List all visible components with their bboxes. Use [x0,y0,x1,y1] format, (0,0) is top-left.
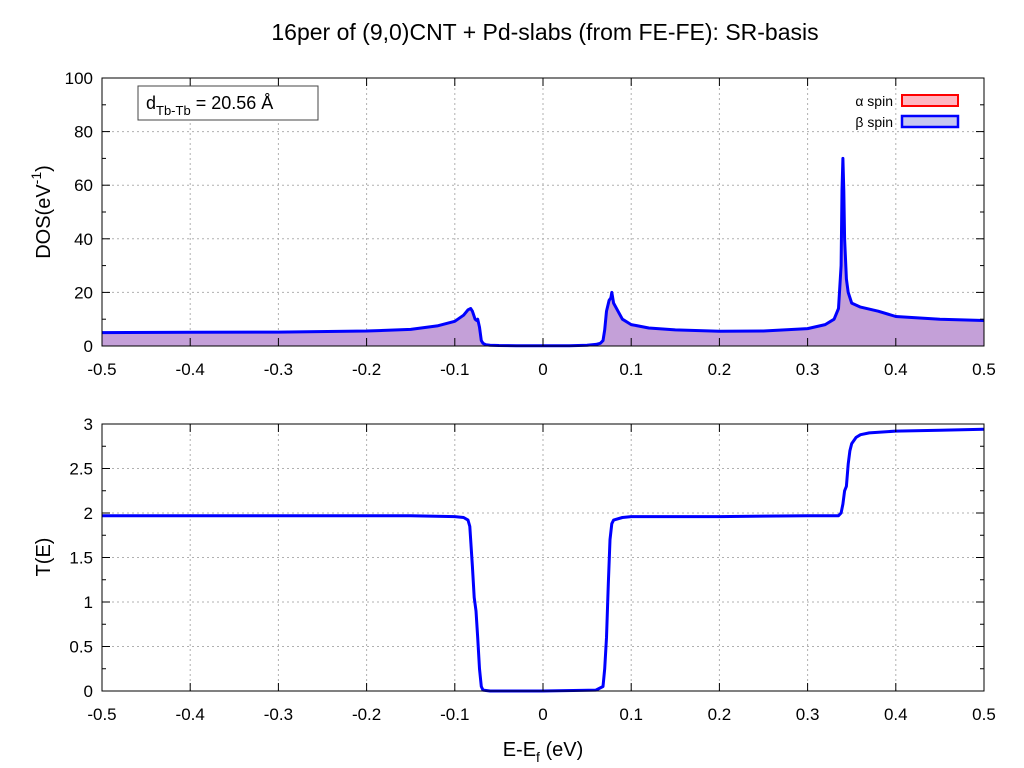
te-grid [102,424,984,691]
te-x-tick-label: 0.1 [619,705,643,724]
dos-x-tick-label: -0.5 [87,360,116,379]
legend-label-alpha: α spin [855,93,893,109]
dos-lines [101,156,985,348]
te-x-tick-label: -0.1 [440,705,469,724]
annotation-main: d [146,93,156,113]
dos-x-tick-label: -0.1 [440,360,469,379]
dos-y-tick-label: 0 [84,337,93,356]
te-lines [102,427,985,693]
dos-y-axis-label: DOS(eV-1) [28,165,55,259]
dos-x-tick-label: -0.3 [264,360,293,379]
dos-y-tick-label: 80 [74,123,93,142]
te-y-tick-label: 0.5 [69,638,93,657]
te-ticks: -0.5 -0.4 -0.3 -0.2 -0.1 0 0.1 0.2 0.3 0.4 0.5 0 0.5… [69,415,995,724]
transmission-panel: -0.5 -0.4 -0.3 -0.2 -0.1 0 0.1 0.2 0.3 0.4 0.5 0 0.5… [33,415,996,765]
te-x-tick-label: 0.4 [884,705,908,724]
te-y-tick-label: 0 [84,682,93,701]
dos-x-tick-label: 0.5 [972,360,996,379]
dos-y-tick-label: 60 [74,176,93,195]
te-x-tick-label: -0.3 [264,705,293,724]
annotation-subscript: Tb-Tb [156,103,191,118]
svg-text:dTb-Tb = 20.56 Å: dTb-Tb = 20.56 Å [146,93,273,118]
te-y-tick-label: 1.5 [69,549,93,568]
dos-x-tick-label: -0.2 [352,360,381,379]
te-y-tick-label: 2 [84,504,93,523]
dos-x-tick-label: 0.4 [884,360,908,379]
te-y-tick-label: 3 [84,415,93,434]
te-y-tick-label: 2.5 [69,460,93,479]
te-x-axis-label: E-Ef (eV) [503,739,584,765]
annotation-value: = 20.56 Å [191,93,274,113]
dos-area-beta [102,158,984,346]
dos-line-beta [101,156,985,348]
distance-annotation: dTb-Tb = 20.56 Å [137,85,319,121]
dos-x-tick-label: 0 [538,360,547,379]
legend-swatch-alpha [901,94,959,107]
legend-swatch-beta [900,114,960,129]
te-x-tick-label: 0.2 [708,705,732,724]
te-x-tick-label: -0.4 [176,705,205,724]
te-y-axis-label: T(E) [33,538,55,577]
te-plot-frame [101,423,985,692]
dos-y-tick-label: 20 [74,283,93,302]
te-line [102,427,985,693]
dos-grid [102,78,984,346]
te-x-tick-label: -0.5 [87,705,116,724]
dos-x-tick-label: 0.2 [708,360,732,379]
dos-y-tick-label: 100 [65,69,93,88]
legend-label-beta: β spin [855,114,893,130]
chart-title: 16per of (9,0)CNT + Pd-slabs (from FE-FE… [271,19,818,45]
te-x-tick-label: 0.5 [972,705,996,724]
dos-plot-frame [101,77,985,347]
dos-ticks: -0.5 -0.4 -0.3 -0.2 -0.1 0 0.1 0.2 0.3 0.4 0.5 0 20 4… [65,69,996,379]
dos-panel: -0.5 -0.4 -0.3 -0.2 -0.1 0 0.1 0.2 0.3 0.4 0.5 0 20 4… [28,69,996,379]
annotation-box [137,85,319,121]
te-x-tick-label: 0.3 [796,705,820,724]
dos-x-tick-label: -0.4 [176,360,205,379]
dos-x-tick-label: 0.3 [796,360,820,379]
dos-y-tick-label: 40 [74,230,93,249]
te-x-tick-label: -0.2 [352,705,381,724]
te-y-tick-label: 1 [84,593,93,612]
dos-x-tick-label: 0.1 [619,360,643,379]
dos-legend: α spin β spin [855,93,960,130]
te-x-tick-label: 0 [538,705,547,724]
dos-fill [102,158,984,346]
